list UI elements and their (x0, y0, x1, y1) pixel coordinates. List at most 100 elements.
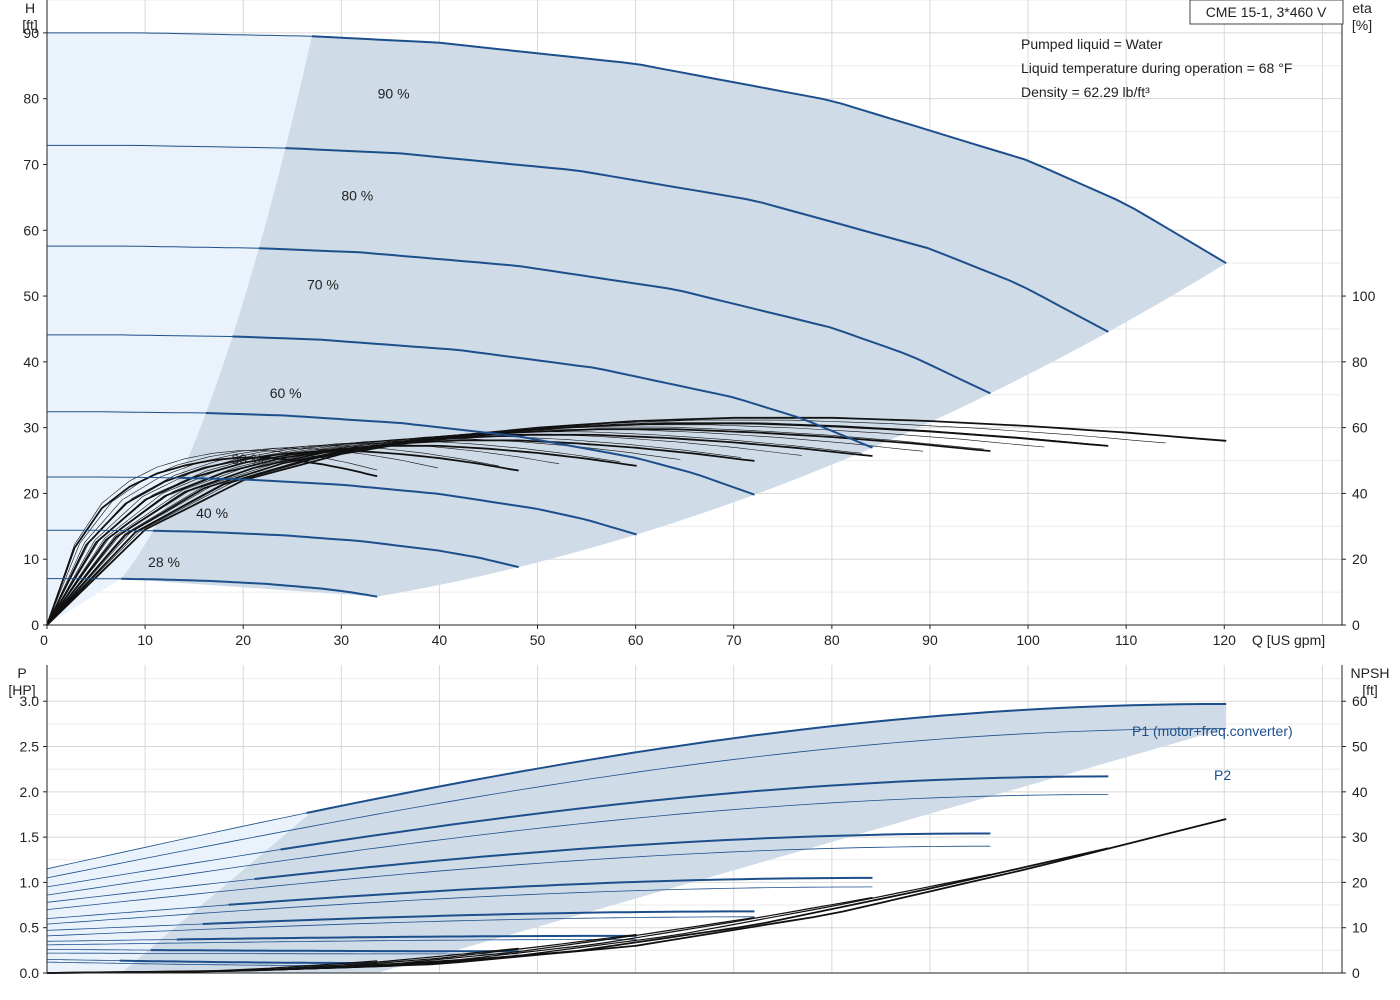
head-curve-thin (47, 411, 206, 414)
head-curve-90pct (285, 147, 1109, 333)
speed-label: 60 % (270, 385, 302, 401)
eta-curve-80pct (46, 428, 991, 626)
upper-axes: 0 10 20 30 40 50 60 70 80 90 100 110 120 0 10 20 30 40 50 6… (23, 0, 1376, 648)
eta-curve-70pct (46, 433, 873, 626)
region-operating (121, 36, 1227, 597)
p1-curve (280, 775, 1109, 851)
y-left-unit-hp: [HP] (8, 682, 35, 698)
p2-curve (46, 886, 873, 925)
p1-curve-thin (46, 923, 203, 931)
x-tick-label: 70 (726, 632, 742, 648)
y-right-tick-label: 0 (1352, 965, 1360, 981)
x-tick-label: 80 (824, 632, 840, 648)
head-curve-thin (47, 144, 286, 149)
y-right-tick-label: 100 (1352, 288, 1376, 304)
head-curve-40pct (152, 529, 519, 569)
y-left-tick-label: 40 (23, 354, 39, 370)
speed-label: 70 % (307, 276, 339, 292)
info-density: Density = 62.29 lb/ft³ (1021, 84, 1150, 100)
head-curve-60pct (205, 412, 755, 496)
x-axis-label: Q [US gpm] (1252, 632, 1325, 648)
x-tick-label: 30 (334, 632, 350, 648)
head-curve-100pct (311, 35, 1227, 265)
p1-curve-thin (46, 939, 177, 942)
x-tick-label: 120 (1213, 632, 1237, 648)
head-curve-thin (47, 529, 154, 532)
x-tick-label: 20 (235, 632, 251, 648)
x-tick-label: 0 (40, 632, 48, 648)
y-right-tick-label: 10 (1352, 920, 1368, 936)
y-right-unit-percent: [%] (1352, 17, 1372, 33)
y-left-tick-label: 2.0 (20, 784, 40, 800)
operating-region (47, 32, 1227, 625)
speed-label: 40 % (196, 505, 228, 521)
y-right-tick-label: 30 (1352, 829, 1368, 845)
y-right-tick-label: 0 (1352, 617, 1360, 633)
p1-curve (228, 876, 873, 906)
y-right-label-npsh: NPSH (1351, 665, 1390, 681)
y-left-tick-label: 10 (23, 551, 39, 567)
y-right-tick-label: 80 (1352, 354, 1368, 370)
p1-curve-thin (46, 949, 151, 951)
p1-curve (202, 910, 755, 925)
y-left-label-h: H (25, 0, 35, 16)
eta-curve-thin (46, 445, 499, 626)
speed-label: 90 % (378, 86, 410, 102)
p1-curve (150, 949, 519, 953)
p2-curve (46, 939, 637, 946)
head-curve-28pct (121, 577, 378, 598)
head-curve-80pct (258, 247, 991, 395)
head-curve-50pct (179, 476, 637, 536)
eta-curve-50pct (46, 444, 637, 626)
head-curve-thin (47, 245, 259, 249)
speed-label: 50 % (231, 451, 263, 467)
chart-title: CME 15-1, 3*460 V (1206, 4, 1327, 20)
y-left-tick-label: 90 (23, 25, 39, 41)
lower-plot: 0.0 0.5 1.0 1.5 2.0 2.5 3.0 0 10 20 30 40 50 60 P [HP… (8, 665, 1389, 981)
p1-label: P1 (motor+freq.converter) (1132, 723, 1293, 739)
title-box (1189, 0, 1344, 25)
y-right-tick-label: 40 (1352, 784, 1368, 800)
y-left-tick-label: 0 (31, 617, 39, 633)
y-right-tick-label: 40 (1352, 485, 1368, 501)
y-left-label-p: P (17, 665, 26, 681)
p2-curve (46, 794, 1109, 896)
head-curves (47, 32, 1227, 598)
y-right-tick-label: 60 (1352, 693, 1368, 709)
info-temperature: Liquid temperature during operation = 68… (1021, 60, 1292, 76)
y-left-unit-ft: [ft] (22, 17, 38, 33)
y-left-tick-label: 0.5 (20, 920, 40, 936)
y-right-tick-label: 60 (1352, 420, 1368, 436)
p2-label: P2 (1214, 767, 1231, 783)
power-region (121, 704, 1227, 973)
p1-curve-thin (46, 812, 307, 870)
x-tick-label: 40 (432, 632, 448, 648)
eta-curve-60pct (46, 439, 755, 626)
y-left-tick-label: 70 (23, 156, 39, 172)
y-left-tick-label: 1.5 (20, 829, 40, 845)
speed-labels: 100 %90 %80 %70 %60 %50 %40 %28 % (148, 86, 410, 570)
x-tick-label: 90 (922, 632, 938, 648)
y-left-tick-label: 30 (23, 420, 39, 436)
efficiency-curves (46, 416, 1227, 626)
y-left-tick-label: 3.0 (20, 693, 40, 709)
x-tick-label: 110 (1115, 632, 1138, 648)
p1-curve-thin (46, 904, 229, 919)
p1-curve-thin (46, 849, 281, 888)
eta-curve-thin (46, 443, 560, 626)
head-curve-thin (47, 32, 312, 37)
y-right-tick-label: 20 (1352, 551, 1368, 567)
y-right-label-eta: eta (1352, 0, 1372, 16)
y-left-tick-label: 2.5 (20, 739, 40, 755)
head-curve-70pct (232, 335, 873, 449)
x-tick-label: 100 (1016, 632, 1040, 648)
y-left-tick-label: 60 (23, 222, 39, 238)
y-left-tick-label: 80 (23, 91, 39, 107)
info-liquid: Pumped liquid = Water (1021, 36, 1163, 52)
p1-curve (254, 832, 991, 880)
eta-curve-28pct (46, 456, 378, 626)
y-left-tick-label: 0.0 (20, 965, 40, 981)
p2-curve (46, 916, 755, 937)
eta-curve-thin (46, 433, 802, 626)
